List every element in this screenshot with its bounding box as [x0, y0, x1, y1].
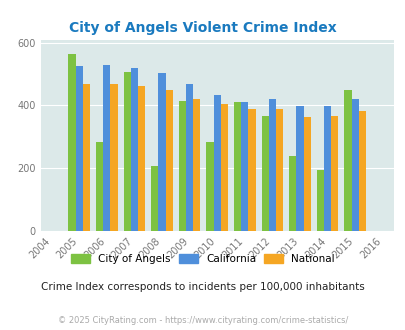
Text: Crime Index corresponds to incidents per 100,000 inhabitants: Crime Index corresponds to incidents per…	[41, 282, 364, 292]
Bar	[248, 109, 255, 231]
Bar	[220, 104, 228, 231]
Bar	[241, 102, 248, 231]
Bar	[75, 66, 83, 231]
Bar	[193, 99, 200, 231]
Bar	[103, 65, 110, 231]
Bar	[83, 84, 90, 231]
Bar	[179, 101, 185, 231]
Bar	[110, 83, 117, 231]
Bar	[68, 54, 75, 231]
Text: City of Angels Violent Crime Index: City of Angels Violent Crime Index	[69, 21, 336, 35]
Bar	[96, 142, 103, 231]
Bar	[323, 106, 330, 231]
Bar	[296, 106, 303, 231]
Bar	[275, 109, 282, 231]
Bar	[206, 142, 213, 231]
Legend: City of Angels, California, National: City of Angels, California, National	[66, 249, 339, 268]
Bar	[316, 170, 323, 231]
Bar	[358, 111, 365, 231]
Bar	[213, 94, 220, 231]
Bar	[351, 99, 358, 231]
Bar	[233, 102, 241, 231]
Bar	[158, 73, 165, 231]
Bar	[268, 99, 275, 231]
Bar	[330, 115, 337, 231]
Bar	[288, 156, 296, 231]
Bar	[165, 90, 173, 231]
Bar	[130, 68, 138, 231]
Bar	[343, 90, 351, 231]
Bar	[138, 86, 145, 231]
Bar	[185, 83, 193, 231]
Text: © 2025 CityRating.com - https://www.cityrating.com/crime-statistics/: © 2025 CityRating.com - https://www.city…	[58, 315, 347, 325]
Bar	[124, 72, 130, 231]
Bar	[151, 166, 158, 231]
Bar	[261, 116, 268, 231]
Bar	[303, 117, 310, 231]
